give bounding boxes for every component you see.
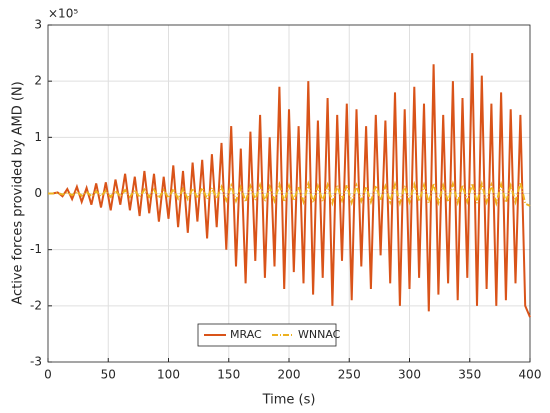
x-tick-label: 400 xyxy=(519,368,542,382)
y-tick-label: 3 xyxy=(34,18,42,32)
x-tick-label: 50 xyxy=(101,368,116,382)
x-tick-label: 350 xyxy=(458,368,481,382)
x-tick-label: 0 xyxy=(44,368,52,382)
y-tick-label: 1 xyxy=(34,130,42,144)
legend-label: MRAC xyxy=(230,328,262,341)
y-multiplier: ×10⁵ xyxy=(48,7,78,21)
legend-label: WNNAC xyxy=(298,328,341,341)
y-tick-label: -1 xyxy=(30,242,42,256)
y-tick-label: 2 xyxy=(34,74,42,88)
series-line xyxy=(48,179,531,207)
x-tick-label: 200 xyxy=(278,368,301,382)
x-tick-label: 150 xyxy=(217,368,240,382)
x-axis-label: Time (s) xyxy=(262,393,316,408)
x-tick-label: 100 xyxy=(157,368,180,382)
y-tick-label: 0 xyxy=(34,186,42,200)
x-tick-label: 300 xyxy=(398,368,421,382)
y-tick-label: -3 xyxy=(30,355,42,369)
legend-box xyxy=(197,323,337,347)
x-tick-label: 250 xyxy=(338,368,361,382)
series-line xyxy=(48,53,531,318)
y-tick-label: -2 xyxy=(30,298,42,312)
y-axis-label: Active forces provided by AMD (N) xyxy=(11,81,26,304)
